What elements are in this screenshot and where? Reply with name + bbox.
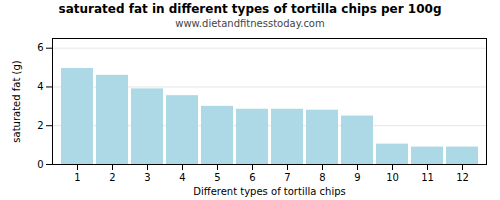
svg-text:Different types of tortilla ch: Different types of tortilla chips [193,186,345,197]
svg-text:1: 1 [74,172,80,183]
html-text:saturated fat in different typ: saturated fat in different types of tort… [58,2,442,16]
svg-text:11: 11 [421,172,434,183]
svg-text:6: 6 [37,42,43,53]
svg-text:2: 2 [109,172,115,183]
svg-text:saturated fat (g): saturated fat (g) [11,60,22,142]
svg-text:8: 8 [319,172,325,183]
svg-text:2: 2 [37,120,43,131]
svg-text:9: 9 [354,172,360,183]
svg-text:12: 12 [456,172,469,183]
svg-text:7: 7 [284,172,290,183]
svg-text:5: 5 [214,172,220,183]
svg-text:3: 3 [144,172,150,183]
svg-text:10: 10 [386,172,399,183]
svg-text:4: 4 [179,172,185,183]
svg-text:6: 6 [249,172,255,183]
svg-text:4: 4 [37,81,43,92]
html-text:www.dietandfitnesstoday.com: www.dietandfitnesstoday.com [175,18,325,29]
svg-text:0: 0 [37,159,43,170]
